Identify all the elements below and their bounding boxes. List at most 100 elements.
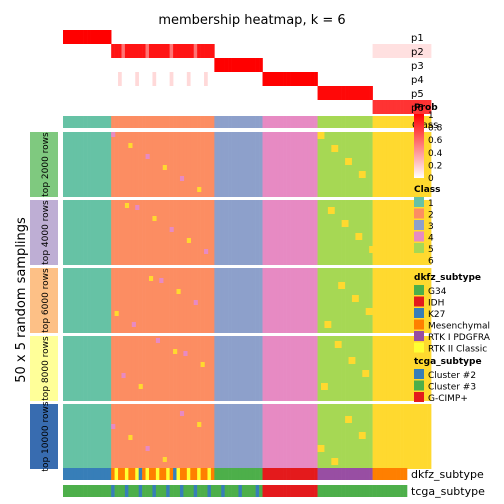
prob-cell [118,72,122,86]
row-group-bar [30,404,58,469]
heatmap-cell [403,268,408,333]
dkfz-subtype-cell [345,468,349,480]
heatmap-cell [138,336,143,401]
heatmap-cell [413,336,418,401]
heatmap-cell [90,132,95,197]
tcga-subtype-cell [210,485,215,497]
heatmap-cell [245,404,250,469]
class-annotation-cell [100,116,105,128]
prob-cell [351,86,356,100]
heatmap-cell [321,404,325,469]
dkfz-subtype-cell [135,468,139,480]
heatmap-cell [248,132,253,197]
heatmap-cell [252,336,256,401]
dkfz-subtype-cell [376,468,380,480]
class-legend-swatch [414,208,424,219]
y-axis-label: 50 x 5 random samplings [14,217,29,383]
dkfz-subtype-legend-swatch [414,285,424,295]
prob-cell [214,58,219,72]
heatmap-cell [104,336,109,401]
tcga-subtype-cell [255,485,260,497]
heatmap-cell [341,220,349,227]
heatmap-cell [80,336,84,401]
class-annotation-cell [265,116,270,128]
prob-cell [111,44,115,58]
heatmap-cell [214,404,219,469]
class-annotation-cell [121,116,126,128]
dkfz-subtype-cell [214,468,219,480]
class-annotation-cell [190,116,195,128]
heatmap-cell [355,200,360,265]
heatmap-cell [314,336,318,401]
prob-cell [427,44,432,58]
heatmap-cell [286,404,291,469]
prob-cell [413,44,418,58]
dkfz-subtype-cell [382,468,387,480]
heatmap-cell [179,268,184,333]
tcga-subtype-cell [348,485,353,497]
heatmap-cell [314,404,318,469]
tcga-subtype-cell [303,485,308,497]
chart-title: membership heatmap, k = 6 [158,13,345,28]
row-group-bar [30,132,58,197]
tcga-subtype-cell [338,485,342,497]
bottom-annotation-tracks: dkfz_subtype tcga_subtype [63,468,485,498]
class-annotation-cell [135,116,139,128]
tcga-subtype-cell [183,485,188,497]
dkfz-subtype-cell [186,468,191,480]
heatmap-cell [382,132,387,197]
class-legend-swatch [414,231,424,242]
prob-cell [410,100,415,114]
class-annotation-cell [111,116,115,128]
row-group-bar [30,268,58,333]
dkfz-subtype-cell [111,468,115,480]
dkfz-subtype-cell [272,468,277,480]
heatmap-cell [83,268,88,333]
tcga-subtype-cell [76,485,81,497]
prob-cell [118,44,122,58]
dkfz-subtype-cell [114,468,119,480]
heatmap-cell [424,268,428,333]
heatmap-cell [331,132,336,197]
prob-cell [245,58,250,72]
class-annotation-cell [63,116,67,128]
heatmap-cell [80,132,84,197]
class-annotation-cell [259,116,263,128]
heatmap-cell [124,200,129,265]
heatmap-cell [166,132,170,197]
heatmap-cell [424,200,428,265]
heatmap-cell [393,132,397,197]
tcga-subtype-cell [317,485,322,497]
class-annotation-cell [255,116,260,128]
class-annotation-cell [307,116,311,128]
class-annotation-cell [217,116,222,128]
prob-cell [338,86,342,100]
dkfz-subtype-cell [169,468,174,480]
heatmap-cell [69,132,74,197]
prob-cell [317,86,322,100]
heatmap-cell [145,404,150,469]
heatmap-cell [358,171,366,178]
heatmap-cell [296,336,301,401]
heatmap-cell [324,404,329,469]
heatmap-cell [186,404,191,469]
class-annotation-cell [407,116,411,128]
dkfz-subtype-cell [324,468,329,480]
heatmap-cell [111,424,116,429]
heatmap-cell [276,268,281,333]
tcga-subtype-cell [286,485,291,497]
prob-cell [393,44,397,58]
heatmap-cell [338,404,342,469]
heatmap-cell [300,268,305,333]
heatmap-cell [283,268,287,333]
heatmap-cell [73,132,78,197]
tcga-subtype-cell [66,485,71,497]
prob-cell [334,86,339,100]
heatmap-cell [173,336,177,401]
tcga-subtype-cell [69,485,74,497]
heatmap-cell [138,200,143,265]
class-annotation-cell [331,116,336,128]
class-annotation-cell [231,116,236,128]
dkfz-subtype-cell [197,468,201,480]
heatmap-cell [248,404,253,469]
